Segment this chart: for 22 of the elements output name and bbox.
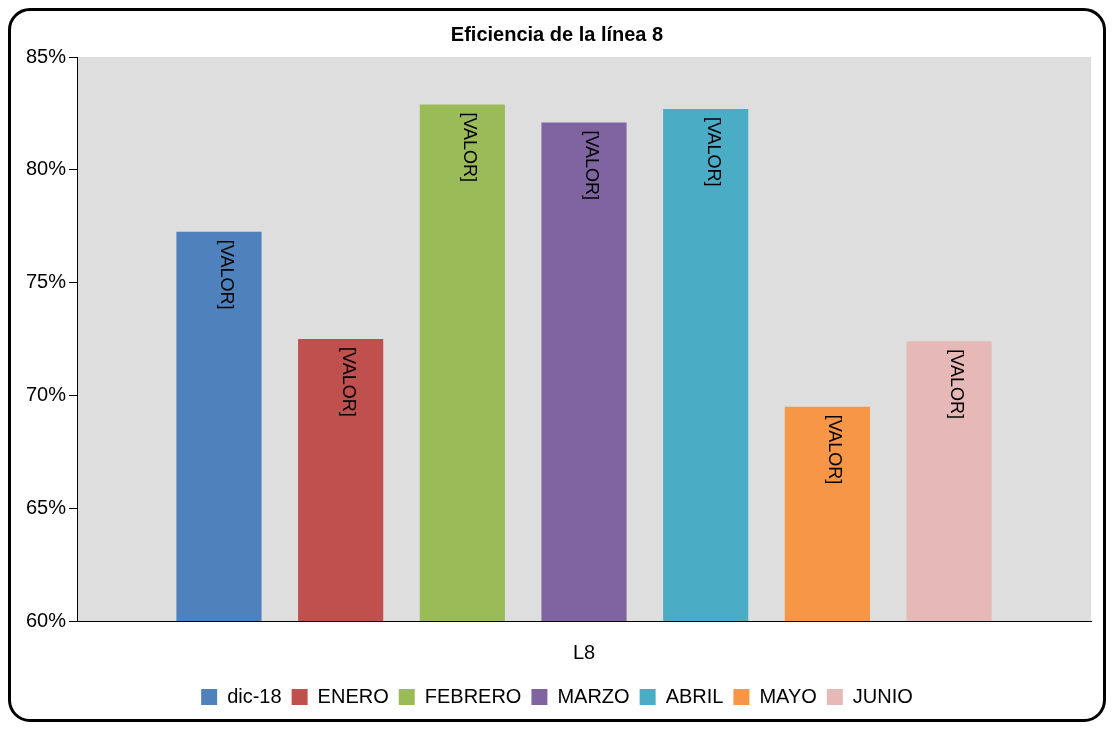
data-label: [VALOR] <box>947 349 968 419</box>
data-label: [VALOR] <box>703 116 724 187</box>
data-label: [VALOR] <box>338 347 359 417</box>
data-label: [VALOR] <box>460 112 481 183</box>
legend-label: MARZO <box>557 684 630 707</box>
chart-title: Eficiencia de la línea 8 <box>450 22 664 45</box>
x-tick-label: L8 <box>572 640 596 663</box>
legend-label: ENERO <box>317 684 389 707</box>
y-tick-label: 65% <box>26 495 67 518</box>
legend-label: dic-18 <box>227 684 282 707</box>
data-label: [VALOR] <box>825 414 846 485</box>
y-tick-label: 85% <box>26 44 67 67</box>
data-label: [VALOR] <box>217 239 238 310</box>
legend-label: JUNIO <box>852 684 913 707</box>
y-tick-label: 80% <box>26 157 67 180</box>
y-tick-label: 70% <box>26 382 67 405</box>
legend-label: FEBRERO <box>424 684 522 707</box>
legend-label: ABRIL <box>665 684 724 707</box>
legend-label: MAYO <box>759 684 817 707</box>
data-label: [VALOR] <box>582 130 603 201</box>
y-tick-label: 75% <box>26 270 67 293</box>
y-tick-label: 60% <box>26 608 67 631</box>
